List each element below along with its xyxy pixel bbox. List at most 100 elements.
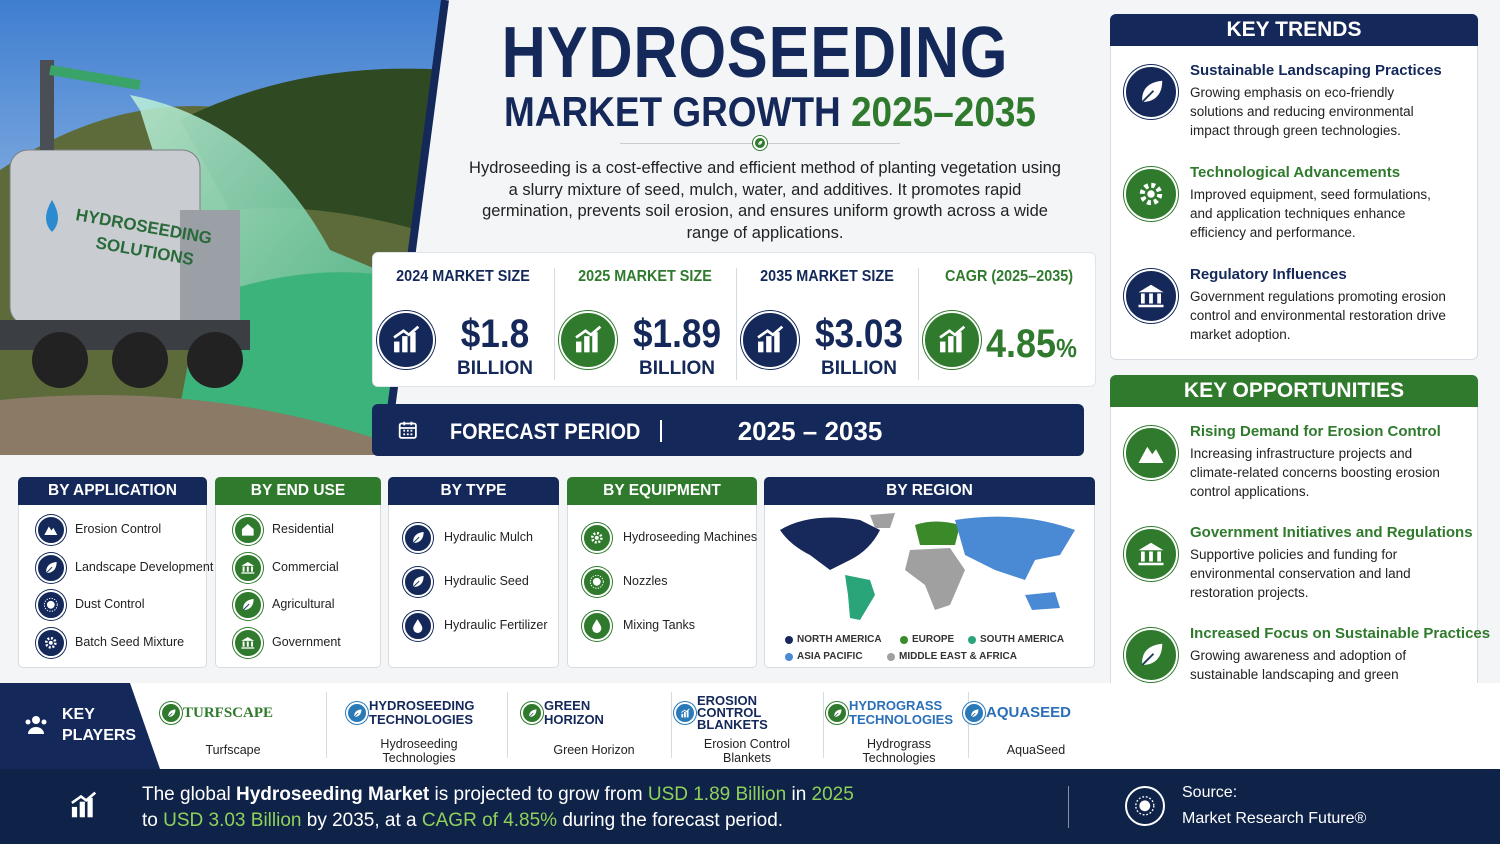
forecast-bar [372,404,1084,456]
player-sep [670,692,672,758]
segment-icon [582,611,612,641]
segment-item: Hydraulic Fertilizer [444,618,548,632]
footer-line: The global Hydroseeding Market is projec… [142,784,854,806]
segment-icon [36,515,66,545]
stat-label: 2035 MARKET SIZE [760,268,894,285]
legend-label: SOUTH AMERICA [980,634,1065,645]
logo-line: BLANKETS [697,717,768,732]
stat-label: 2025 MARKET SIZE [578,268,712,285]
stat-unit: BILLION [639,358,715,379]
player-logo-icon [826,702,848,724]
forecast-label: FORECAST PERIOD [450,419,641,444]
item-text: Improved equipment, seed formulations, a… [1190,187,1431,240]
logo-line: AQUASEED [986,704,1072,721]
subtitle: MARKET GROWTH 2025–2035 [480,88,1061,136]
segment-item: Government [272,634,341,649]
segment-icon [233,590,263,620]
stat-value: $1.8 [460,312,530,356]
segment-item: Dust Control [75,597,145,611]
item-title: Regulatory Influences [1190,266,1347,283]
item-icon [1124,426,1178,480]
segment-item: Residential [272,522,334,536]
logo-line: CONTROL [697,705,762,720]
player-sep [506,692,508,758]
legend-label: MIDDLE EAST & AFRICA [899,651,1017,662]
footer-text: CAGR of 4.85% [421,810,558,831]
description: Hydroseeding is a cost-effective and eff… [469,159,1061,242]
footer-text: is projected to grow from [429,784,648,805]
legend-label: ASIA PACIFIC [797,651,863,662]
item-title: Increased Focus on Sustainable Practices [1190,625,1491,642]
players-icon [16,705,56,745]
stat-label: CAGR (2025–2035) [944,268,1074,285]
footer-text: in [786,784,812,805]
item-icon [1124,628,1178,682]
stat-number: 4.85 [986,322,1057,366]
player-logo-icon [160,702,182,724]
logo-line: HORIZON [544,712,604,727]
player-logo: HYDROSEEDING TECHNOLOGIES [369,699,499,727]
player-logo: HYDROGRASS TECHNOLOGIES [849,699,979,727]
item-title: Government Initiatives and Regulations [1190,524,1473,541]
segment-icon [36,590,66,620]
player-name: Hydroseeding Technologies [380,737,458,765]
segment-icon [36,552,66,583]
player-name: Green Horizon [553,743,635,757]
player-logo-icon [963,702,985,724]
segment-header: BY EQUIPMENT [567,477,757,505]
segment-item: Hydroseeding Machines [623,530,758,544]
player-name: Hydrograss Technologies [862,737,936,765]
segment-icon [403,523,433,553]
legend-dot [900,636,908,644]
item-text: Government regulations promoting erosion… [1190,289,1446,342]
segment-icon [582,567,612,597]
player-logo: EROSION CONTROL BLANKETS [697,694,827,732]
segment-item: Landscape Development [75,559,214,574]
footer [0,769,1500,844]
panel-header: KEY TRENDS [1110,14,1478,46]
item-title: Technological Advancements [1190,164,1401,181]
player-sep [823,692,824,758]
legend-dot [785,653,793,661]
stat-value: 4.85% [986,322,1077,367]
player-sep [326,692,327,758]
stat-unit: BILLION [821,358,897,379]
calendar-icon [390,412,426,448]
legend-dot [785,636,793,644]
segment-item: Erosion Control [75,522,162,536]
segment-item: Hydraulic Seed [444,574,529,588]
leaf-icon [753,136,767,150]
players-band [0,683,1500,769]
segment-item: Batch Seed Mixture [75,634,185,649]
stat-divider [736,268,737,380]
player-logo-icon [521,702,543,724]
subtitle-years: 2025–2035 [850,88,1036,135]
segment-item: Agricultural [272,597,335,611]
segment-icon [403,567,433,597]
player-logo-icon [346,702,368,724]
stat-value: $3.03 [814,312,904,356]
footer-text: 2025 [811,784,854,805]
segment-item: Nozzles [623,574,668,588]
segment-item: Mixing Tanks [623,618,696,632]
footer-text: by 2035, at a [301,810,422,831]
source-label: Source: [1182,784,1238,801]
logo-line: HYDROSEEDING [369,698,475,713]
player-logo-icon [674,702,696,724]
legend-label: EUROPE [912,634,955,645]
hero-photo: HYDROSEEDING SOLUTIONS [0,0,449,456]
segment-icon [36,627,66,658]
stat-icon [559,311,617,369]
segment-header: BY APPLICATION [18,477,207,505]
stat-label: 2024 MARKET SIZE [396,268,530,285]
logo-line: TURFSCAPE [183,705,274,721]
footer-text: The global [142,784,237,805]
stat-unit: % [1056,333,1077,363]
item-icon [1124,167,1178,221]
stat-icon [741,311,799,369]
logo-line: HYDROGRASS [849,698,943,713]
legend-label: NORTH AMERICA [797,634,882,645]
player-name: Turfscape [205,743,261,757]
item-title: Rising Demand for Erosion Control [1190,423,1441,440]
